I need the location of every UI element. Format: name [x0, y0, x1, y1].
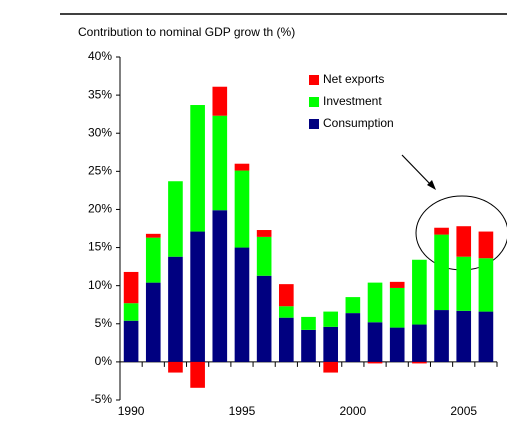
bar-segment [367, 322, 383, 362]
arrow-head [427, 180, 436, 190]
bar-segment [323, 311, 338, 327]
bar-segment [389, 327, 405, 362]
x-tick-label: 1990 [118, 404, 145, 418]
bar-segment [168, 361, 183, 373]
legend-swatch [309, 97, 319, 107]
bar-segment [478, 311, 494, 362]
bar-segment [367, 282, 383, 323]
y-tick-label: 5% [95, 316, 113, 330]
bar-segment [123, 303, 139, 321]
bar-segment [190, 231, 205, 362]
bar-segment [412, 259, 427, 325]
bar-segment [389, 281, 405, 288]
y-tick-label: 20% [88, 202, 112, 216]
bar-segment [212, 115, 228, 211]
y-tick-label: 15% [88, 240, 112, 254]
bar-segment [145, 237, 161, 283]
legend-swatch [309, 75, 319, 85]
bar-segment [323, 326, 338, 362]
bar-segment [456, 226, 472, 257]
y-tick-label: 25% [88, 164, 112, 178]
x-tick-label: 2000 [340, 404, 367, 418]
legend-label: Consumption [323, 116, 394, 130]
bar-segment [434, 234, 449, 311]
y-tick-label: 0% [95, 354, 113, 368]
legend-label: Net exports [323, 72, 384, 86]
legend-label: Investment [323, 94, 382, 108]
bar-segment [478, 231, 494, 259]
bar-segment [145, 233, 161, 238]
bar-segment [301, 316, 316, 330]
bar-segment [345, 297, 361, 314]
bar-segment [323, 361, 338, 373]
x-tick-label: 2005 [450, 404, 477, 418]
bar-segment [456, 256, 472, 311]
bar-segment [434, 310, 449, 362]
legend-swatch [309, 119, 319, 129]
bar-segment [279, 306, 294, 318]
bar-segment [389, 287, 405, 328]
bar-segment [345, 313, 361, 362]
y-tick-label: -5% [91, 392, 113, 406]
bar-segment [190, 105, 205, 232]
bar-segment [279, 284, 294, 307]
bar-segment [123, 320, 139, 362]
bar-segment [478, 258, 494, 312]
bar-segment [234, 247, 250, 362]
bar-segment [256, 275, 272, 362]
x-tick-label: 1995 [229, 404, 256, 418]
bar-segment [456, 310, 472, 362]
bar-segment [234, 170, 250, 248]
bar-segment [145, 282, 161, 362]
arrow [401, 154, 433, 187]
bar-segment [190, 361, 205, 388]
bar-segment [123, 271, 139, 304]
chart-title: Contribution to nominal GDP grow th (%) [78, 25, 295, 39]
bar-segment [412, 361, 427, 364]
y-tick-label: 10% [88, 278, 112, 292]
bar-segment [279, 317, 294, 362]
bar-segment [256, 230, 272, 237]
bar-segment [212, 86, 228, 116]
bar-segment [434, 227, 449, 235]
bar-segment [412, 324, 427, 362]
bar-segment [212, 210, 228, 362]
bar-segment [234, 163, 250, 171]
y-tick-label: 35% [88, 87, 112, 101]
bar-segment [168, 181, 183, 257]
bar-segment [301, 329, 316, 362]
bar-segment [367, 361, 383, 364]
y-tick-label: 30% [88, 125, 112, 139]
y-tick-label: 40% [88, 49, 112, 63]
bar-segment [256, 236, 272, 276]
bar-segment [168, 256, 183, 362]
